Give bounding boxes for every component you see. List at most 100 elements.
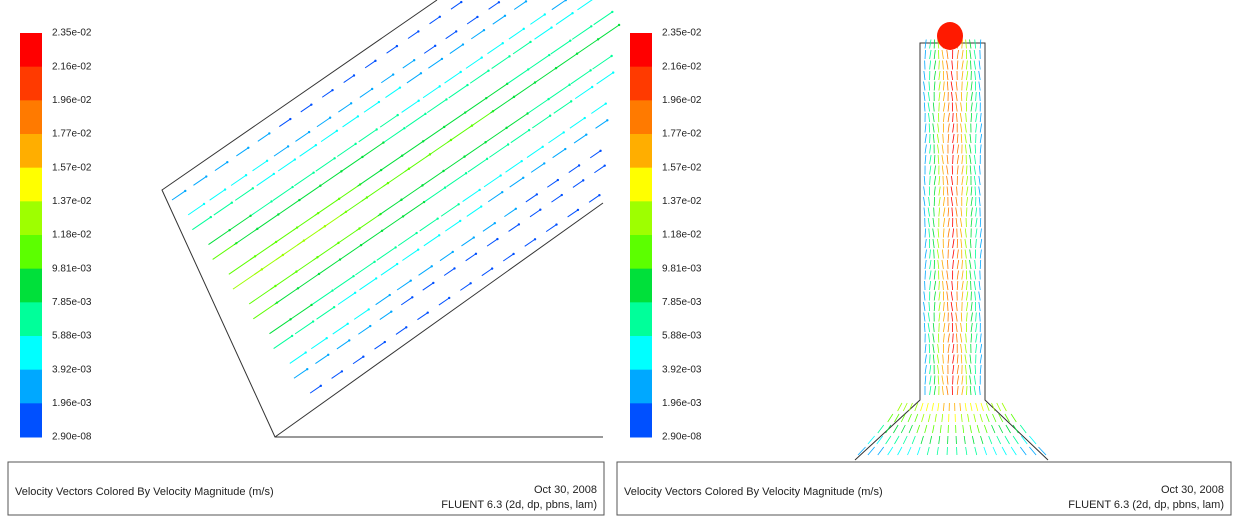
- vector: [955, 217, 958, 228]
- vector: [1019, 424, 1027, 434]
- vector-head: [417, 99, 420, 102]
- vector: [929, 375, 932, 385]
- vector: [923, 322, 926, 333]
- vector: [933, 186, 936, 196]
- vector: [445, 31, 457, 40]
- vector: [966, 291, 969, 301]
- vector: [979, 364, 982, 375]
- vector: [937, 238, 940, 249]
- vector: [952, 123, 955, 133]
- colorbar-band: [20, 403, 42, 438]
- vector: [959, 333, 963, 343]
- vector: [933, 301, 936, 312]
- vector: [973, 280, 976, 291]
- vector-head: [433, 44, 437, 48]
- vector: [974, 291, 976, 301]
- vector: [969, 49, 972, 60]
- vector-head: [354, 142, 357, 146]
- vector: [425, 139, 452, 158]
- vector: [924, 249, 927, 259]
- vector-head: [340, 370, 344, 373]
- vector: [947, 123, 950, 133]
- vector: [341, 156, 363, 172]
- vector: [487, 42, 504, 55]
- vector-head: [310, 103, 313, 106]
- vector: [255, 214, 279, 231]
- vector: [946, 280, 949, 291]
- colorbar-label: 9.81e-03: [52, 263, 92, 274]
- vector: [952, 364, 955, 375]
- vector: [331, 370, 343, 379]
- vector-head: [485, 157, 489, 161]
- vector: [927, 312, 930, 322]
- colorbar-band: [630, 268, 652, 303]
- vector: [942, 280, 944, 291]
- vector: [594, 165, 605, 174]
- vector: [530, 14, 546, 25]
- vector: [942, 133, 944, 144]
- vector-head: [589, 69, 592, 72]
- vector: [443, 112, 466, 128]
- vector: [358, 129, 377, 143]
- vector-head: [394, 246, 397, 249]
- vector: [921, 413, 925, 423]
- vector: [923, 91, 926, 102]
- vector: [933, 70, 936, 81]
- vector: [960, 354, 963, 364]
- vector: [405, 113, 426, 128]
- vector: [941, 385, 944, 396]
- vector-head: [310, 303, 313, 307]
- vector: [490, 96, 515, 114]
- vector: [342, 116, 359, 128]
- vector-head: [543, 162, 546, 165]
- vector: [979, 238, 983, 249]
- vector: [938, 312, 941, 322]
- vector-head: [377, 100, 381, 104]
- vector-head: [286, 145, 290, 148]
- footer-date: Oct 30, 2008: [534, 484, 597, 496]
- vector: [937, 144, 940, 154]
- vector: [955, 196, 958, 207]
- vector: [961, 60, 964, 70]
- vector: [588, 194, 600, 203]
- vector: [978, 60, 981, 70]
- vector: [979, 312, 981, 322]
- vector: [947, 228, 950, 238]
- domain-edge: [854, 42, 1049, 461]
- vector: [963, 435, 966, 445]
- vector-head: [533, 238, 537, 241]
- vector: [942, 60, 944, 70]
- vector: [929, 259, 932, 270]
- vector: [924, 49, 926, 60]
- vector: [955, 322, 958, 333]
- vector: [929, 270, 932, 280]
- vector: [992, 446, 997, 456]
- vector: [567, 209, 579, 218]
- vector: [419, 218, 438, 232]
- vector: [975, 343, 978, 354]
- vector-head: [590, 85, 594, 89]
- vector: [933, 207, 935, 217]
- vector: [969, 154, 972, 165]
- vector: [964, 133, 967, 144]
- vector-head: [569, 100, 573, 103]
- vector: [439, 251, 454, 262]
- vector: [956, 165, 959, 175]
- vector: [941, 375, 944, 385]
- vector: [969, 424, 972, 434]
- vector: [924, 259, 927, 270]
- vector-head: [590, 25, 593, 28]
- vector: [527, 98, 549, 114]
- vector: [333, 275, 354, 291]
- vector: [920, 435, 924, 445]
- vector: [937, 375, 940, 385]
- vector: [252, 160, 268, 172]
- jet-top: [937, 22, 963, 50]
- domain-edge: [161, 0, 603, 438]
- vector: [947, 322, 950, 333]
- vector: [979, 39, 982, 49]
- vector: [214, 161, 228, 172]
- vector: [363, 101, 380, 113]
- vector-head: [611, 10, 614, 14]
